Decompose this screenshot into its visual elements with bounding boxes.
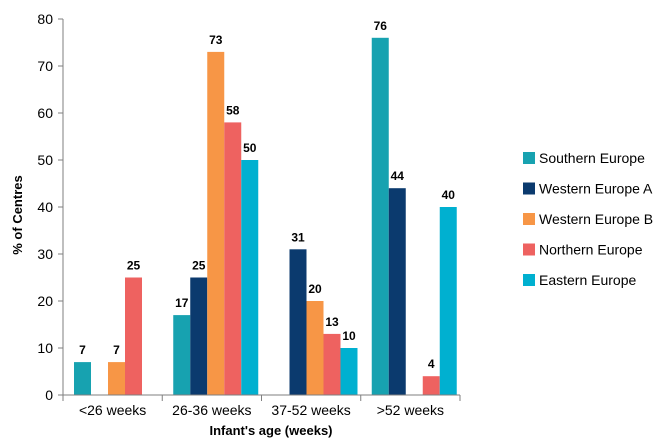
data-label: 17 bbox=[175, 296, 189, 310]
legend-label: Southern Europe bbox=[539, 150, 645, 166]
bar bbox=[108, 362, 125, 395]
bar bbox=[323, 333, 341, 395]
data-label: 25 bbox=[192, 259, 206, 273]
data-label: 44 bbox=[391, 169, 405, 183]
x-tick-label: 26-36 weeks bbox=[172, 402, 251, 418]
data-label: 25 bbox=[127, 259, 141, 273]
bar bbox=[190, 277, 208, 395]
y-tick-label: 40 bbox=[37, 199, 53, 215]
y-tick-label: 10 bbox=[37, 340, 53, 356]
x-axis-ticks: <26 weeks 26-36 weeks 37-52 weeks >52 weeks bbox=[62, 395, 461, 418]
data-label: 13 bbox=[325, 315, 339, 329]
x-axis-title: Infant's age (weeks) bbox=[209, 423, 332, 438]
bar bbox=[422, 376, 440, 395]
bar bbox=[173, 315, 191, 395]
data-label: 10 bbox=[342, 329, 356, 343]
data-label: 73 bbox=[209, 33, 223, 47]
bar bbox=[306, 301, 324, 395]
data-label: 50 bbox=[243, 141, 257, 155]
legend-label: Eastern Europe bbox=[539, 272, 636, 288]
bar bbox=[224, 122, 242, 396]
legend-label: Western Europe A bbox=[539, 181, 653, 197]
x-tick-label: >52 weeks bbox=[377, 402, 444, 418]
bar bbox=[289, 249, 307, 395]
legend-label: Western Europe B bbox=[539, 211, 653, 227]
data-label: 40 bbox=[442, 188, 456, 202]
data-label: 4 bbox=[428, 357, 435, 371]
y-tick-label: 60 bbox=[37, 105, 53, 121]
y-tick-label: 30 bbox=[37, 246, 53, 262]
y-tick-label: 20 bbox=[37, 293, 53, 309]
bar bbox=[241, 160, 259, 395]
bar bbox=[388, 188, 406, 395]
data-label: 7 bbox=[79, 343, 86, 357]
legend-swatch bbox=[523, 243, 535, 256]
data-label: 31 bbox=[291, 230, 305, 244]
legend-swatch bbox=[523, 274, 535, 286]
legend-swatch bbox=[523, 152, 535, 164]
data-label: 20 bbox=[308, 282, 322, 296]
y-tick-label: 0 bbox=[45, 387, 53, 403]
x-tick-label: <26 weeks bbox=[79, 402, 146, 418]
bar bbox=[340, 348, 358, 395]
legend-swatch bbox=[523, 182, 535, 195]
data-label: 76 bbox=[374, 19, 388, 33]
legend-swatch bbox=[523, 213, 535, 225]
data-label: 58 bbox=[226, 103, 240, 117]
bar bbox=[74, 362, 91, 395]
bar bbox=[439, 207, 457, 395]
legend: Southern Europe Western Europe A Western E… bbox=[523, 150, 653, 288]
data-label: 7 bbox=[113, 343, 120, 357]
y-axis-title: % of Centres bbox=[10, 175, 25, 254]
y-tick-label: 70 bbox=[37, 58, 53, 74]
y-tick-label: 80 bbox=[37, 11, 53, 27]
legend-label: Northern Europe bbox=[539, 242, 643, 258]
y-axis-ticks: 0 10 20 30 40 50 60 70 80 bbox=[37, 11, 63, 403]
bar bbox=[125, 277, 142, 395]
bar bbox=[207, 51, 225, 396]
x-tick-label: 37-52 weeks bbox=[271, 402, 350, 418]
bar bbox=[371, 37, 389, 396]
y-tick-label: 50 bbox=[37, 152, 53, 168]
